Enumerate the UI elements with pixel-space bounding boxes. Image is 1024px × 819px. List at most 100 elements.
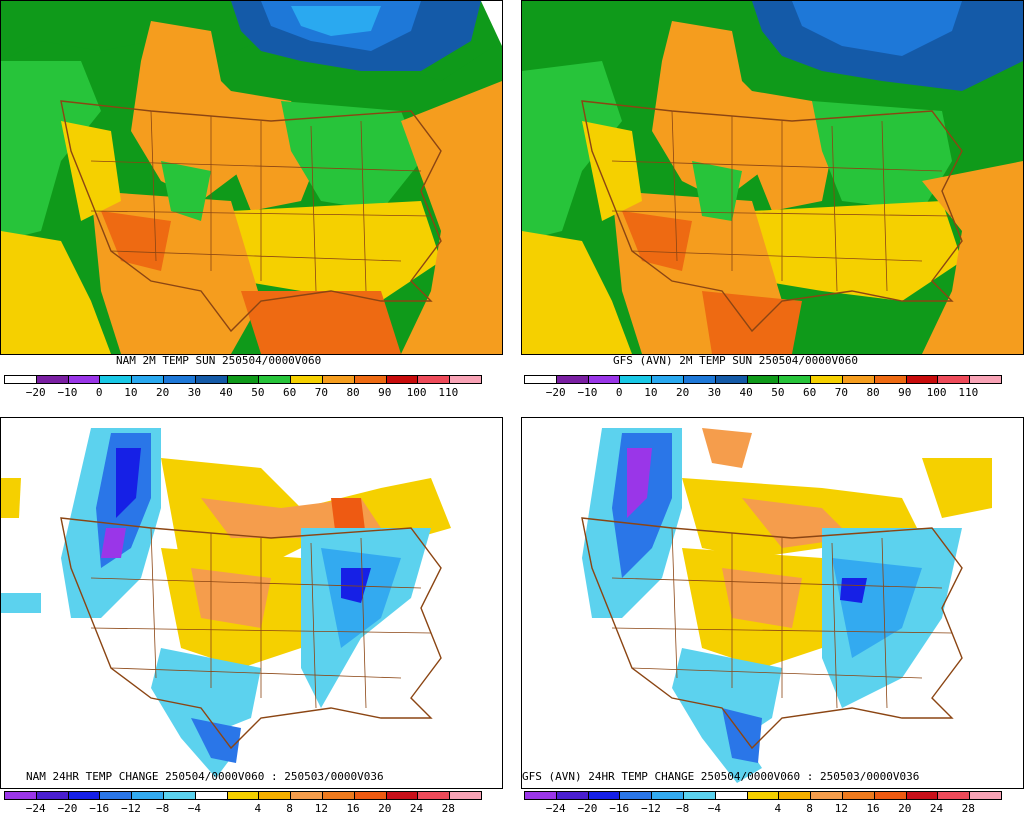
colorbar-tick-label: 20 (156, 386, 170, 399)
colorbar-tick-label: 30 (707, 386, 722, 399)
colorbar-swatch (620, 792, 653, 799)
colorbar-tick-label: 24 (409, 802, 424, 815)
colorbar-tick-label: −8 (676, 802, 690, 815)
colorbar-swatch (652, 376, 684, 383)
colorbar-swatch (291, 376, 323, 383)
colorbar-tick-label: −12 (640, 802, 661, 815)
colorbar-swatch (747, 792, 780, 799)
colorbar-swatch (779, 376, 812, 383)
colorbar-swatch (906, 792, 939, 799)
colorbar-swatch (100, 792, 133, 799)
colorbar-tick-label: 12 (834, 802, 848, 815)
colorbar-swatch (556, 376, 589, 383)
colorbar-tick-label: −16 (609, 802, 630, 815)
colorbar-tick-label: −20 (577, 802, 598, 815)
colorbar-tick-label: −20 (545, 386, 566, 399)
colorbar-tick-label: 12 (314, 802, 328, 815)
colorbar-tick-label: 8 (286, 802, 293, 815)
colorbar-swatch (842, 376, 875, 383)
colorbar-tick-label: 80 (346, 386, 360, 399)
colorbar-tick-label: 16 (866, 802, 880, 815)
colorbar-swatch (418, 376, 451, 383)
temp-colorbar (4, 375, 482, 384)
colorbar-swatch (5, 376, 37, 383)
colorbar-swatch (227, 792, 260, 799)
colorbar-ticks: −24 −20 −16 −12 −8 −4 4 8 12 16 20 24 28 (524, 802, 1000, 816)
colorbar-swatch (322, 792, 355, 799)
colorbar-swatch (450, 376, 481, 383)
colorbar-tick-label: −10 (57, 386, 78, 399)
colorbar-tick-label: −24 (25, 802, 46, 815)
colorbar-tick-label: 110 (958, 386, 979, 399)
panel-caption: GFS (AVN) 24HR TEMP CHANGE 250504/0000V0… (522, 770, 920, 783)
colorbar-swatch (386, 792, 419, 799)
colorbar-swatch (970, 376, 1001, 383)
colorbar-tick-label: 0 (95, 386, 103, 399)
colorbar-tick-label: 24 (929, 802, 944, 815)
colorbar-swatch (938, 376, 971, 383)
colorbar-swatch (195, 376, 228, 383)
colorbar-swatch (525, 792, 557, 799)
temp-colorbar (524, 375, 1002, 384)
colorbar-swatch (36, 376, 69, 383)
colorbar-swatch (5, 792, 37, 799)
colorbar-tick-label: −4 (707, 802, 722, 815)
colorbar-swatch (525, 376, 557, 383)
colorbar-tick-label: 50 (251, 386, 265, 399)
colorbar-swatch (291, 792, 323, 799)
colorbar-swatch (874, 792, 907, 799)
map-gfs-2m-temp (521, 0, 1024, 355)
temp-map-graphic (522, 1, 1023, 354)
colorbar-tick-label: 10 (644, 386, 658, 399)
colorbar-tick-label: −16 (89, 802, 110, 815)
colorbar-swatch (163, 376, 196, 383)
colorbar-swatch (588, 792, 621, 799)
colorbar-swatch (683, 376, 716, 383)
colorbar-swatch (259, 792, 292, 799)
colorbar-swatch (652, 792, 684, 799)
colorbar-swatch (683, 792, 716, 799)
colorbar-tick-label: 8 (806, 802, 813, 815)
colorbar-swatch (620, 376, 653, 383)
colorbar-swatch (418, 792, 451, 799)
colorbar-swatch (811, 376, 843, 383)
colorbar-ticks: −20 −10 0 10 20 30 40 50 60 70 80 90 100 110 (524, 386, 1000, 400)
colorbar-swatch (36, 792, 69, 799)
colorbar-tick-label: 70 (834, 386, 848, 399)
colorbar-tick-label: −20 (25, 386, 46, 399)
panel-caption: NAM 2M TEMP SUN 250504/0000V060 (116, 354, 322, 367)
colorbar-tick-label: 40 (219, 386, 233, 399)
colorbar-tick-label: 20 (676, 386, 690, 399)
colorbar-tick-label: 80 (866, 386, 880, 399)
change-colorbar (524, 791, 1002, 800)
colorbar-swatch (450, 792, 481, 799)
colorbar-swatch (906, 376, 939, 383)
colorbar-swatch (811, 792, 843, 799)
colorbar-tick-label: 30 (187, 386, 202, 399)
colorbar-swatch (100, 376, 133, 383)
colorbar-tick-label: 28 (961, 802, 975, 815)
change-map-graphic (522, 418, 1023, 788)
colorbar-swatch (132, 376, 164, 383)
colorbar-tick-label: 4 (774, 802, 782, 815)
colorbar-tick-label: 4 (254, 802, 262, 815)
colorbar-swatch (715, 376, 748, 383)
colorbar-tick-label: 10 (124, 386, 138, 399)
colorbar-tick-label: 100 (926, 386, 947, 399)
colorbar-swatch (386, 376, 419, 383)
colorbar-swatch (874, 376, 907, 383)
colorbar-swatch (322, 376, 355, 383)
colorbar-swatch (227, 376, 260, 383)
colorbar-swatch (556, 792, 589, 799)
colorbar-ticks: −24 −20 −16 −12 −8 −4 4 8 12 16 20 24 28 (4, 802, 480, 816)
map-nam-2m-temp (0, 0, 503, 355)
colorbar-tick-label: 40 (739, 386, 753, 399)
colorbar-tick-label: 28 (441, 802, 455, 815)
colorbar-tick-label: 100 (406, 386, 427, 399)
colorbar-swatch (715, 792, 748, 799)
colorbar-swatch (970, 792, 1001, 799)
map-nam-24hr-change (0, 417, 503, 789)
panel-caption: GFS (AVN) 2M TEMP SUN 250504/0000V060 (613, 354, 859, 367)
colorbar-tick-label: −20 (57, 802, 78, 815)
change-colorbar (4, 791, 482, 800)
